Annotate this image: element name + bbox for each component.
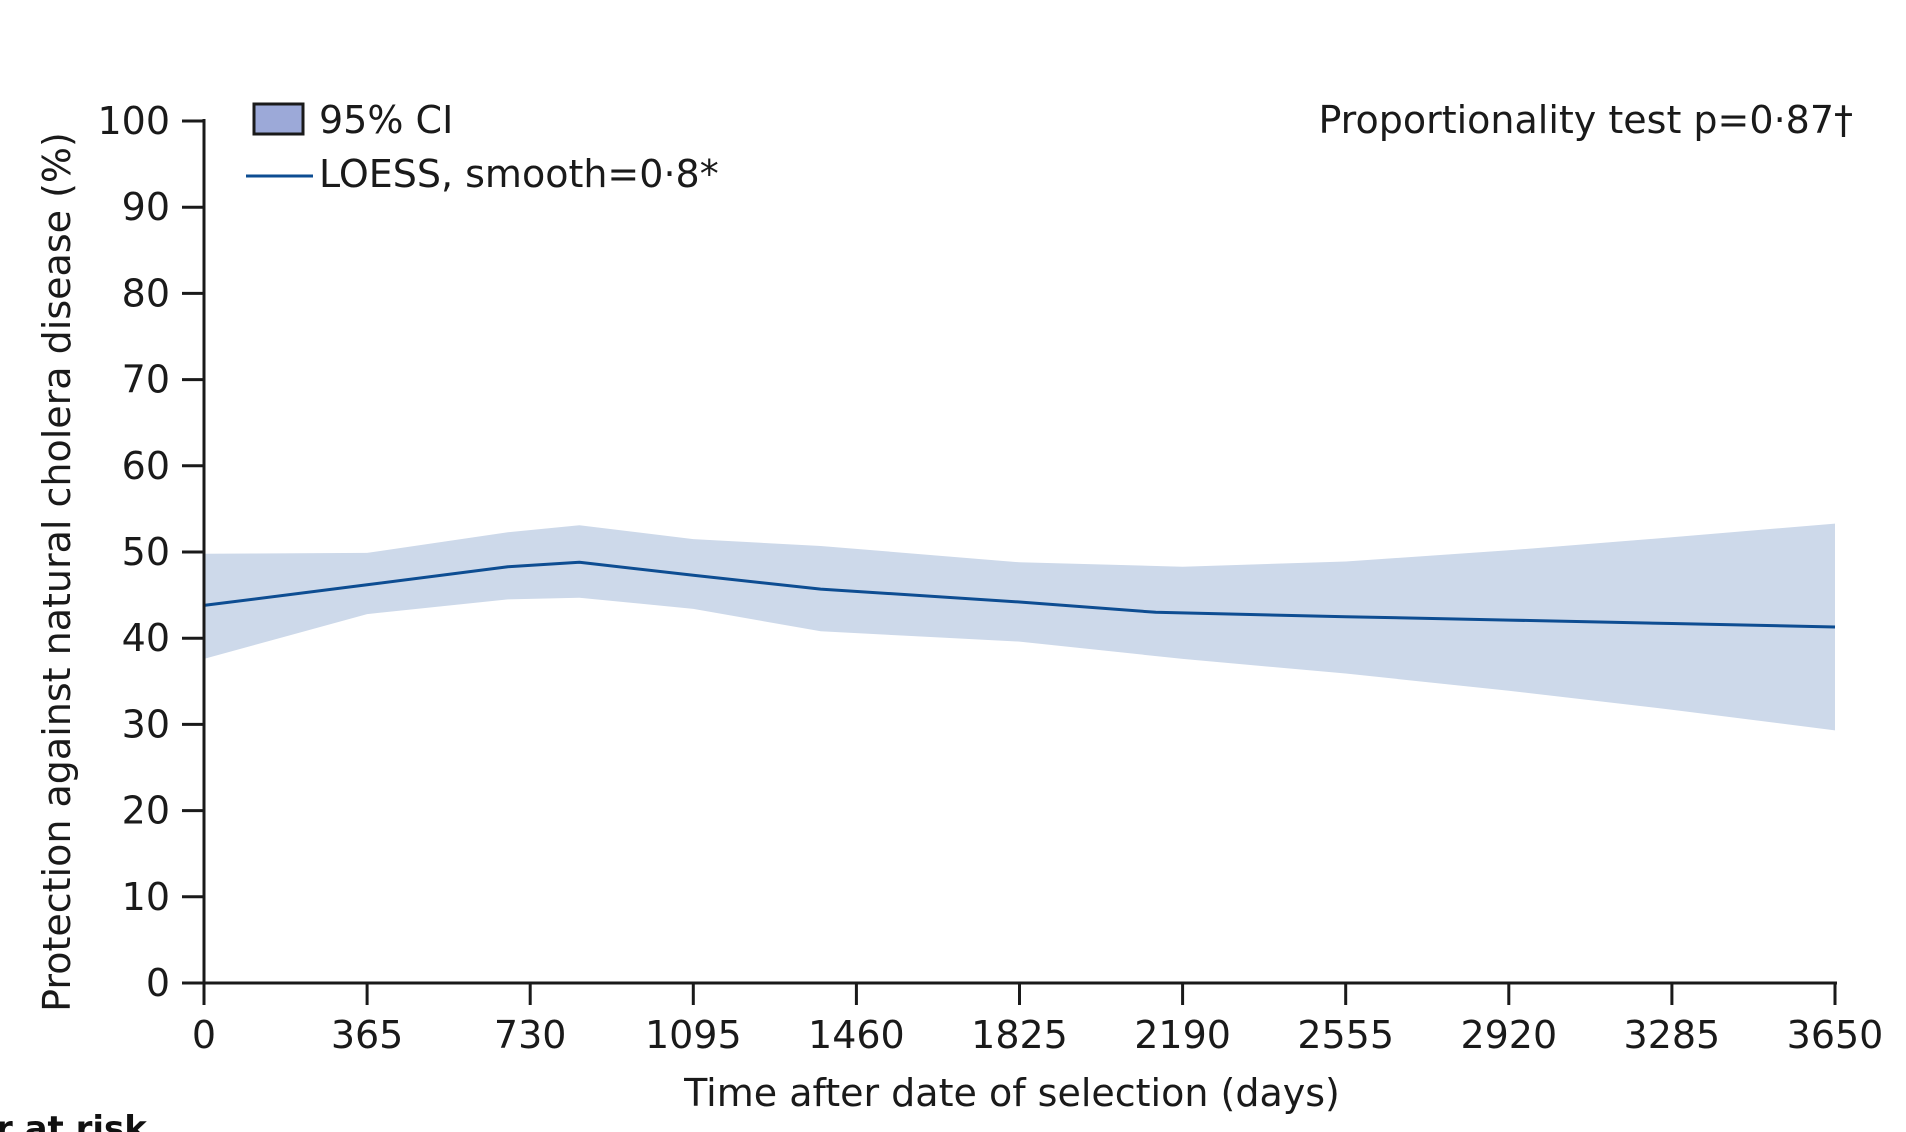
y-tick-label: 40 [122,616,170,660]
x-tick-label: 2555 [1297,1013,1394,1057]
x-tick-label: 0 [192,1013,216,1057]
legend-ci-label: 95% CI [319,98,453,142]
x-axis-ticks: 0 365 730 1095 1460 1825 2190 2555 2920 3285 3650 [192,983,1883,1057]
x-tick-label: 1095 [645,1013,742,1057]
proportionality-test-annotation: Proportionality test p=0·87† [1318,98,1853,142]
x-tick-label: 730 [494,1013,567,1057]
ci-band [204,523,1835,731]
y-tick-label: 50 [122,530,170,574]
x-axis-title: Time after date of selection (days) [683,1071,1340,1115]
number-at-risk-label: r at risk [0,1109,148,1132]
y-tick-label: 60 [122,444,170,488]
y-tick-label: 80 [122,271,170,315]
y-tick-label: 0 [146,961,170,1005]
x-tick-label: 2190 [1134,1013,1231,1057]
y-tick-label: 100 [97,99,170,143]
x-tick-label: 1460 [808,1013,905,1057]
legend-loess-label: LOESS, smooth=0·8* [319,152,719,196]
x-tick-label: 2920 [1460,1013,1557,1057]
y-tick-label: 10 [122,875,170,919]
y-axis-title: Protection against natural cholera disea… [35,132,79,1012]
loess-line [203,560,1836,629]
y-tick-label: 70 [122,358,170,402]
legend: 95% CI LOESS, smooth=0·8* [246,98,719,196]
legend-ci-swatch [252,102,305,136]
x-tick-label: 3650 [1787,1013,1884,1057]
x-tick-label: 1825 [971,1013,1068,1057]
y-tick-label: 90 [122,185,170,229]
y-tick-label: 30 [122,702,170,746]
y-tick-label: 20 [122,789,170,833]
x-tick-label: 3285 [1624,1013,1721,1057]
y-axis-ticks: 0 10 20 30 40 50 60 70 80 90 100 [97,99,204,1005]
x-tick-label: 365 [331,1013,404,1057]
